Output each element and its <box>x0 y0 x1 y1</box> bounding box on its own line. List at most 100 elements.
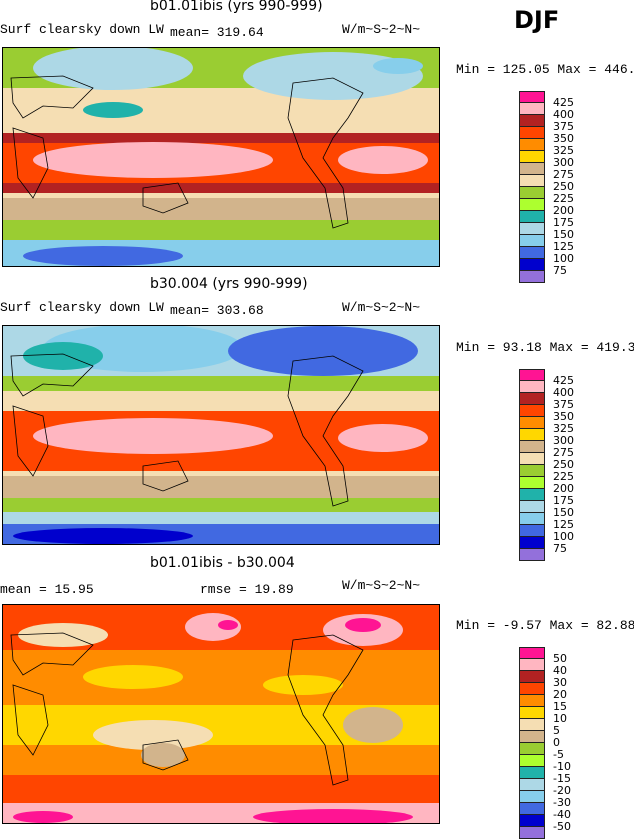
panel-2-legend-swatch <box>519 405 545 417</box>
panel-3-legend-swatch <box>519 827 545 839</box>
panel-1-legend-swatch <box>519 139 545 151</box>
panel-3-legend-label: 50 <box>553 652 567 665</box>
panel-3-legend-swatch <box>519 647 545 659</box>
panel-1-legend-label: 225 <box>553 192 574 205</box>
panel-3-legend-label: 40 <box>553 664 567 677</box>
panel-1-legend-label: 425 <box>553 96 574 109</box>
panel-2-minmax: Min = 93.18 Max = 419.32 <box>456 340 634 355</box>
panel-1-legend-swatch <box>519 187 545 199</box>
panel-2-legend-label: 150 <box>553 506 574 519</box>
panel-1-legend-swatch <box>519 259 545 271</box>
panel-2-legend-label: 100 <box>553 530 574 543</box>
panel-3-legend-label: 10 <box>553 712 567 725</box>
panel-2-legend-swatch <box>519 489 545 501</box>
panel-2-legend-swatch <box>519 537 545 549</box>
panel-1-legend-swatch <box>519 151 545 163</box>
panel-3-legend-label: -50 <box>553 820 571 833</box>
panel-3-legend-swatch <box>519 671 545 683</box>
panel-2-variable: Surf clearsky down LW <box>0 300 164 315</box>
panel-1-legend-label: 350 <box>553 132 574 145</box>
panel-1-legend-swatch <box>519 103 545 115</box>
panel-1-legend-label: 375 <box>553 120 574 133</box>
panel-2-legend-label: 325 <box>553 422 574 435</box>
panel-2-legend-swatch <box>519 525 545 537</box>
panel-1-map-image <box>3 48 439 266</box>
panel-2-legend-swatch <box>519 513 545 525</box>
panel-3-legend-label: -20 <box>553 784 571 797</box>
panel-1-legend-label: 275 <box>553 168 574 181</box>
panel-2-legend-swatch <box>519 453 545 465</box>
panel-1-legend-label: 400 <box>553 108 574 121</box>
panel-2-legend-label: 400 <box>553 386 574 399</box>
panel-3-legend-swatch <box>519 683 545 695</box>
season-label: DJF <box>514 6 560 34</box>
panel-3-legend-swatch <box>519 719 545 731</box>
panel-1-legend-swatch <box>519 115 545 127</box>
panel-3-legend-swatch <box>519 815 545 827</box>
panel-1-legend-label: 175 <box>553 216 574 229</box>
panel-2-legend-swatch <box>519 417 545 429</box>
panel-2-legend-swatch <box>519 549 545 561</box>
panel-2-title: b30.004 (yrs 990-999) <box>150 276 308 292</box>
panel-1-legend <box>519 91 545 283</box>
panel-1-legend-swatch <box>519 271 545 283</box>
panel-3-map <box>2 604 440 824</box>
panel-1-legend-label: 250 <box>553 180 574 193</box>
panel-3-legend-swatch <box>519 755 545 767</box>
panel-3-legend-swatch <box>519 707 545 719</box>
panel-1-legend-label: 300 <box>553 156 574 169</box>
panel-2-legend-label: 425 <box>553 374 574 387</box>
panel-2-legend-label: 175 <box>553 494 574 507</box>
panel-1-legend-label: 100 <box>553 252 574 265</box>
panel-1-legend-label: 200 <box>553 204 574 217</box>
panel-3-rmse: rmse = 19.89 <box>200 582 294 597</box>
panel-3-legend-label: -15 <box>553 772 571 785</box>
panel-3-legend-swatch <box>519 743 545 755</box>
panel-1-units: W/m~S~2~N~ <box>342 22 421 37</box>
panel-3-mean: mean = 15.95 <box>0 582 94 597</box>
panel-3-map-image <box>3 605 439 823</box>
panel-1-legend-label: 150 <box>553 228 574 241</box>
panel-1-legend-swatch <box>519 247 545 259</box>
panel-2-legend-swatch <box>519 441 545 453</box>
panel-1-legend-label: 75 <box>553 264 567 277</box>
panel-1-legend-swatch <box>519 235 545 247</box>
panel-3-minmax: Min = -9.57 Max = 82.88 <box>456 618 634 633</box>
panel-1-legend-label: 125 <box>553 240 574 253</box>
panel-2-legend-swatch <box>519 429 545 441</box>
panel-2-legend-swatch <box>519 465 545 477</box>
panel-3-legend-swatch <box>519 767 545 779</box>
panel-1-legend-swatch <box>519 211 545 223</box>
panel-1-mean: mean= 319.64 <box>170 25 264 40</box>
panel-1-variable: Surf clearsky down LW <box>0 22 164 37</box>
panel-2-legend-swatch <box>519 369 545 381</box>
panel-2-legend-swatch <box>519 477 545 489</box>
panel-2-map-image <box>3 326 439 544</box>
panel-1-minmax: Min = 125.05 Max = 446.46 <box>456 62 634 77</box>
panel-1-legend-swatch <box>519 199 545 211</box>
panel-3-legend-label: -30 <box>553 796 571 809</box>
panel-3-legend-label: 15 <box>553 700 567 713</box>
panel-3-legend <box>519 647 545 839</box>
panel-2-map <box>2 325 440 545</box>
panel-1-legend-swatch <box>519 223 545 235</box>
panel-3-legend-label: 20 <box>553 688 567 701</box>
panel-2-mean: mean= 303.68 <box>170 303 264 318</box>
panel-2-units: W/m~S~2~N~ <box>342 300 421 315</box>
panel-3-legend-swatch <box>519 803 545 815</box>
panel-1-legend-swatch <box>519 163 545 175</box>
panel-2-legend-label: 200 <box>553 482 574 495</box>
panel-2-legend-label: 300 <box>553 434 574 447</box>
panel-3-units: W/m~S~2~N~ <box>342 578 421 593</box>
panel-3-legend-label: 5 <box>553 724 560 737</box>
panel-1-map <box>2 47 440 267</box>
panel-1-legend-swatch <box>519 91 545 103</box>
panel-2-legend <box>519 369 545 561</box>
panel-3-legend-label: -10 <box>553 760 571 773</box>
panel-2-legend-label: 275 <box>553 446 574 459</box>
panel-2-legend-swatch <box>519 501 545 513</box>
panel-3-legend-label: -5 <box>553 748 564 761</box>
panel-3-legend-label: 30 <box>553 676 567 689</box>
panel-3-legend-swatch <box>519 659 545 671</box>
panel-1-legend-swatch <box>519 127 545 139</box>
